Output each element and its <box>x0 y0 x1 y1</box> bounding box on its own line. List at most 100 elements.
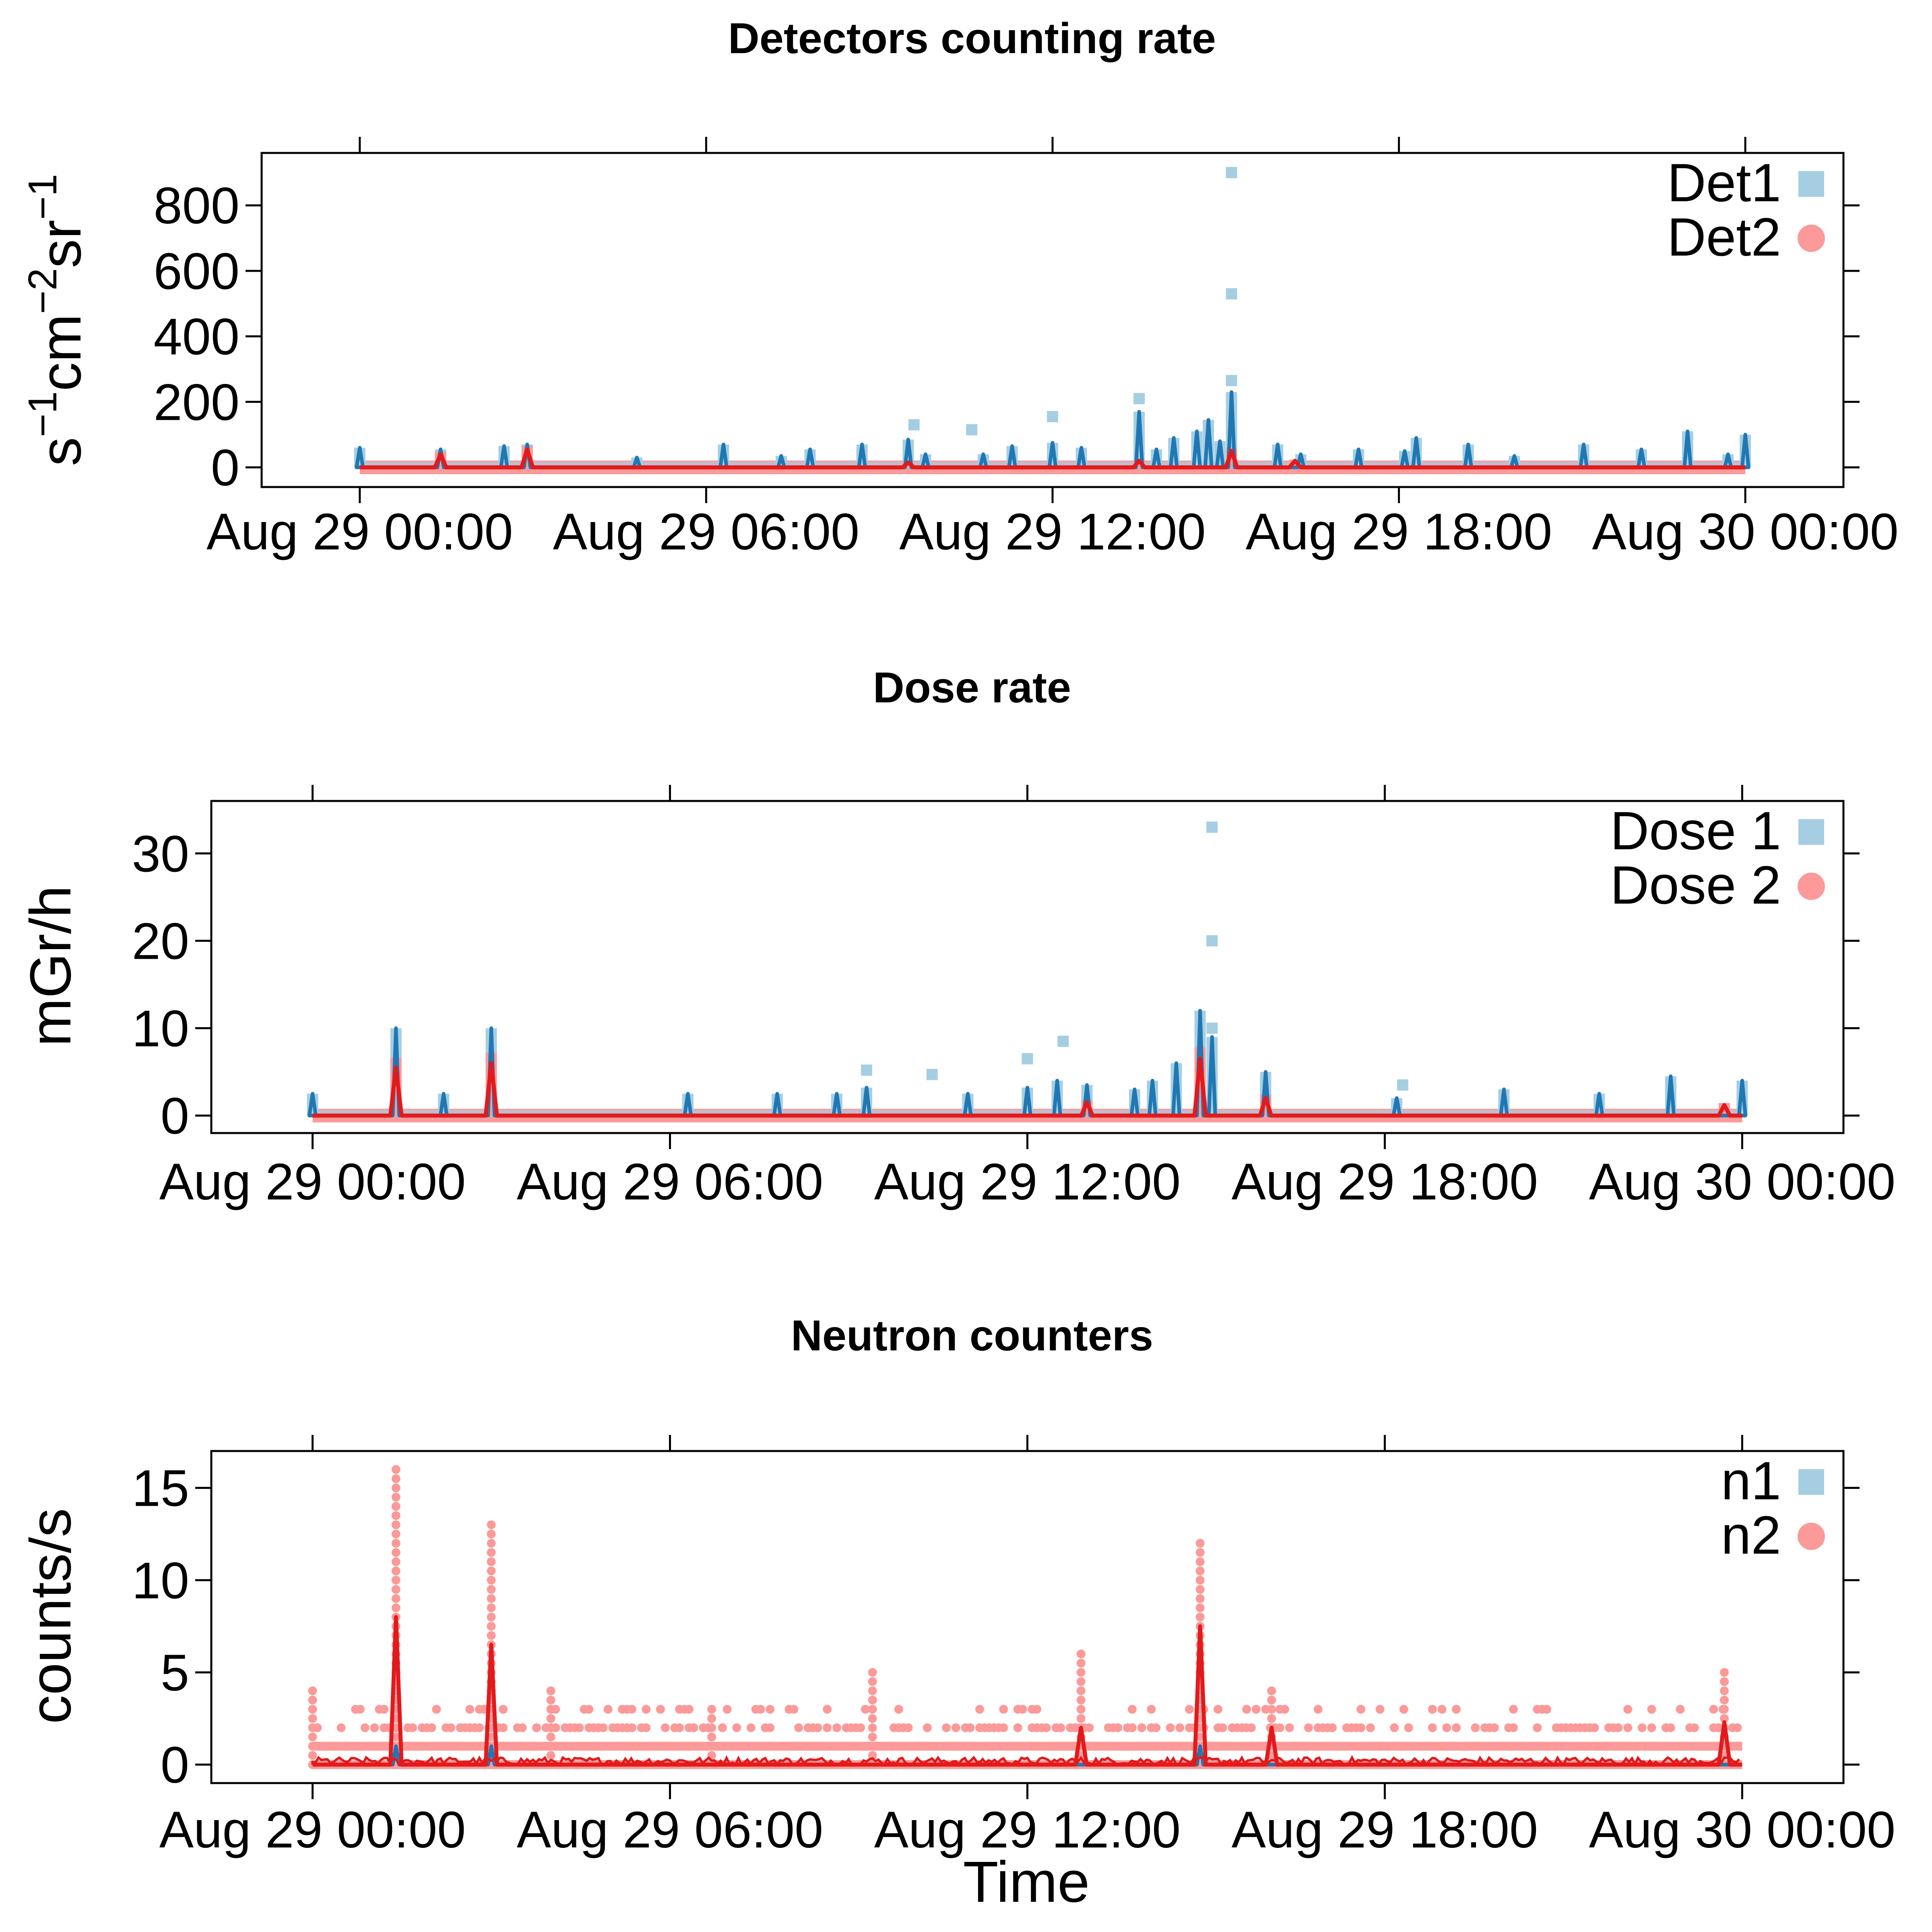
data-point-n2 <box>1137 1723 1146 1732</box>
y-axis-label-part: s <box>28 437 93 466</box>
data-point-n2 <box>789 1705 799 1714</box>
data-point-n2 <box>1185 1705 1194 1714</box>
data-point-Dose 1 <box>1397 1079 1408 1091</box>
data-point-n2 <box>1366 1723 1375 1732</box>
data-point-Det1 <box>1226 167 1237 178</box>
data-point-n2 <box>794 1723 803 1732</box>
y-tick-label: 30 <box>132 825 189 883</box>
data-point-n2 <box>546 1742 555 1751</box>
data-point-n2 <box>391 1502 400 1511</box>
data-point-n2 <box>1623 1723 1633 1732</box>
data-point-Det1 <box>966 424 978 436</box>
data-point-n2 <box>408 1723 417 1732</box>
data-point-n2 <box>823 1723 832 1732</box>
data-point-n2 <box>546 1705 555 1714</box>
series-line-n1 <box>312 1744 1742 1767</box>
data-point-n2 <box>766 1705 775 1714</box>
series-line-Det1 <box>355 390 1750 469</box>
data-point-n2 <box>487 1566 496 1575</box>
data-point-Dose 1 <box>1022 1053 1033 1065</box>
data-layer <box>308 1465 1742 1769</box>
data-point-n2 <box>1166 1723 1175 1732</box>
data-point-n2 <box>308 1714 317 1723</box>
y-tick-label: 0 <box>161 1088 189 1145</box>
data-point-n2 <box>1175 1723 1185 1732</box>
data-point-n2 <box>487 1594 496 1603</box>
x-tick-label: Aug 29 12:00 <box>874 1153 1181 1211</box>
data-point-n2 <box>391 1474 400 1483</box>
data-point-n2 <box>391 1575 400 1585</box>
data-point-n2 <box>1375 1705 1385 1714</box>
data-point-n2 <box>1590 1723 1599 1732</box>
data-point-n2 <box>661 1723 670 1732</box>
series-line-n2 <box>312 1615 1742 1767</box>
data-point-n2 <box>487 1631 496 1640</box>
data-point-n2 <box>1666 1723 1675 1732</box>
data-point-n2 <box>707 1732 716 1742</box>
data-point-n2 <box>1304 1723 1313 1732</box>
plot-area <box>260 152 1845 488</box>
x-tick-label: Aug 30 00:00 <box>1592 503 1899 561</box>
y-axis-label-part: sr <box>28 220 93 268</box>
data-point-Det1 <box>1226 375 1237 386</box>
data-point-n2 <box>1032 1705 1042 1714</box>
data-point-n2 <box>1127 1705 1137 1714</box>
data-point-n2 <box>499 1723 508 1732</box>
data-point-n2 <box>546 1732 555 1742</box>
data-point-n2 <box>1720 1714 1729 1723</box>
data-point-n2 <box>1509 1705 1518 1714</box>
data-point-Det1 <box>908 419 920 431</box>
data-point-n2 <box>1251 1705 1261 1714</box>
data-point-n2 <box>1623 1705 1633 1714</box>
data-point-n2 <box>942 1723 951 1732</box>
y-axis-label: mGr/h <box>18 886 83 1046</box>
data-point-n2 <box>904 1723 913 1732</box>
data-point-n2 <box>868 1677 877 1686</box>
data-point-n2 <box>1076 1714 1086 1723</box>
data-point-n2 <box>487 1622 496 1631</box>
data-point-n2 <box>1042 1723 1051 1732</box>
data-point-n2 <box>999 1705 1008 1714</box>
data-point-n2 <box>923 1723 932 1732</box>
data-point-n2 <box>856 1723 865 1732</box>
x-tick-label: Aug 29 06:00 <box>553 503 860 561</box>
data-point-n2 <box>1076 1695 1086 1705</box>
data-point-n2 <box>427 1723 436 1732</box>
y-tick-label: 5 <box>161 1644 189 1702</box>
data-point-n2 <box>1242 1705 1251 1714</box>
data-point-n2 <box>391 1594 400 1603</box>
data-point-n2 <box>465 1705 475 1714</box>
data-point-n2 <box>1404 1723 1413 1732</box>
data-point-n2 <box>1152 1723 1161 1732</box>
data-point-n2 <box>1709 1705 1718 1714</box>
data-point-n2 <box>1267 1695 1276 1705</box>
data-point-n2 <box>487 1575 496 1585</box>
data-point-n2 <box>746 1723 755 1732</box>
data-point-n2 <box>684 1705 694 1714</box>
data-point-n2 <box>1720 1668 1729 1677</box>
panel-neutron: Neutron counters counts/s Time Aug 29 00… <box>18 1311 1895 1914</box>
data-point-n2 <box>975 1705 985 1714</box>
data-point-n2 <box>380 1705 389 1714</box>
panel-title: Dose rate <box>873 663 1071 712</box>
data-point-n2 <box>1720 1686 1729 1695</box>
data-point-Dose 1 <box>861 1064 872 1076</box>
x-tick-label: Aug 29 12:00 <box>899 503 1206 561</box>
data-point-n2 <box>391 1548 400 1557</box>
data-point-n2 <box>1147 1705 1156 1714</box>
data-point-n2 <box>861 1705 870 1714</box>
data-point-n2 <box>546 1686 555 1695</box>
data-point-n2 <box>1214 1705 1223 1714</box>
data-point-n2 <box>1647 1705 1656 1714</box>
data-point-n2 <box>1275 1723 1284 1732</box>
data-point-n2 <box>1018 1705 1027 1714</box>
data-point-n2 <box>868 1732 877 1742</box>
x-tick-label: Aug 29 00:00 <box>159 1153 466 1211</box>
data-point-Det1 <box>1226 288 1237 299</box>
data-point-n2 <box>308 1695 317 1705</box>
data-point-n2 <box>823 1705 832 1714</box>
data-point-n2 <box>1313 1705 1323 1714</box>
data-point-n2 <box>487 1732 496 1742</box>
data-point-n2 <box>868 1714 877 1723</box>
data-point-n2 <box>518 1723 527 1732</box>
